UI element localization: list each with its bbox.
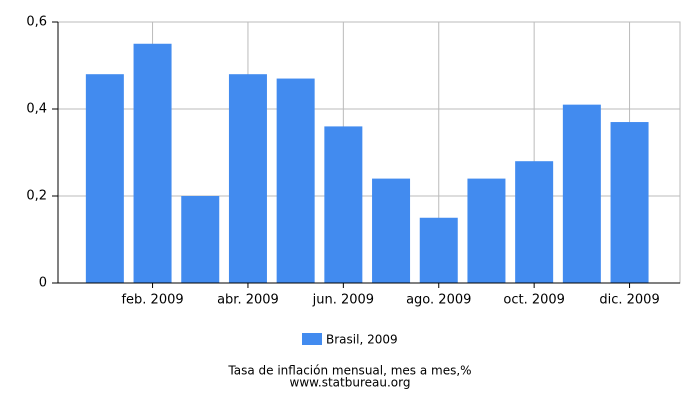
bar: [324, 126, 363, 284]
bar: [372, 178, 411, 283]
bar: [610, 122, 649, 283]
bar: [562, 104, 601, 284]
bar: [228, 74, 267, 283]
source: www.statbureau.org: [290, 376, 411, 390]
y-tick-label: 0,6: [26, 15, 47, 30]
x-tick-label: feb. 2009: [121, 293, 183, 308]
x-tick-label: abr. 2009: [217, 293, 279, 308]
x-tick-label: oct. 2009: [503, 293, 565, 308]
legend-swatch: [302, 333, 322, 345]
bar: [276, 78, 315, 283]
bar: [419, 217, 458, 283]
x-tick-label: dic. 2009: [599, 293, 659, 308]
bar: [181, 196, 220, 283]
bar: [467, 178, 506, 283]
legend-label: Brasil, 2009: [326, 333, 398, 347]
y-tick-label: 0,4: [26, 102, 47, 117]
y-tick-label: 0,2: [26, 189, 47, 204]
x-tick-label: ago. 2009: [406, 293, 471, 308]
bar: [133, 43, 172, 283]
bar: [85, 74, 124, 283]
x-tick-label: jun. 2009: [312, 293, 374, 308]
y-tick-label: 0: [39, 276, 47, 291]
bar: [515, 161, 554, 283]
chart-title: Tasa de inflación mensual, mes a mes,%: [227, 364, 471, 378]
